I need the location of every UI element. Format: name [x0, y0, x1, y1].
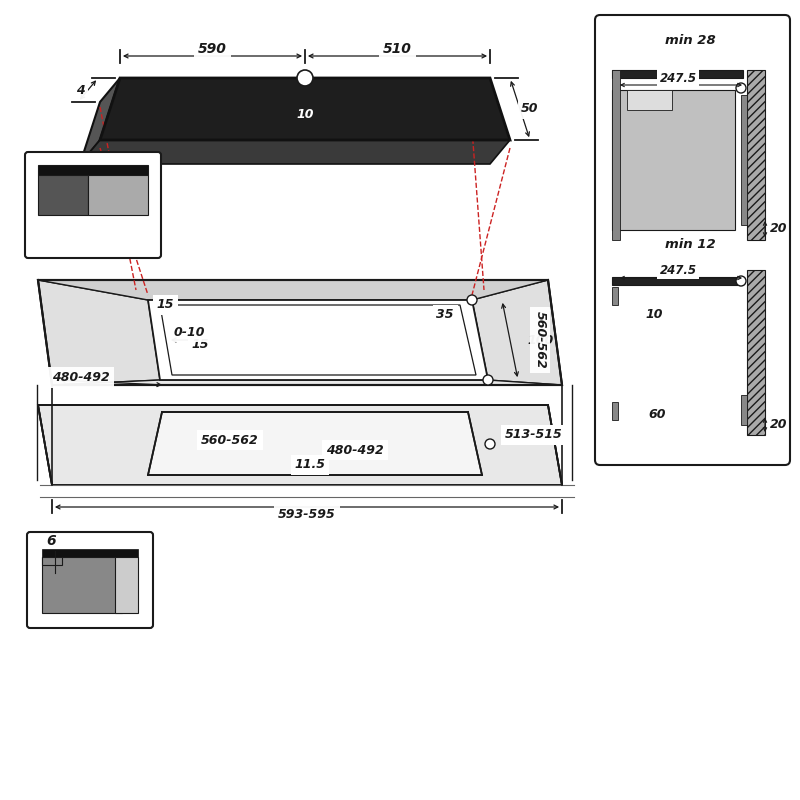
- FancyBboxPatch shape: [25, 152, 161, 258]
- Bar: [627, 90, 672, 110]
- Text: 560-562: 560-562: [534, 311, 546, 369]
- Text: 10: 10: [296, 109, 314, 122]
- Bar: [741, 395, 747, 425]
- Text: 11.5: 11.5: [294, 458, 326, 471]
- Circle shape: [736, 83, 746, 93]
- Bar: [612, 277, 743, 285]
- Circle shape: [485, 439, 495, 449]
- Text: 20: 20: [770, 418, 787, 431]
- Text: 480-492: 480-492: [326, 443, 384, 457]
- Polygon shape: [148, 300, 488, 380]
- Bar: [741, 95, 747, 225]
- Polygon shape: [38, 280, 548, 300]
- Text: 4: 4: [76, 83, 84, 97]
- Bar: [612, 70, 743, 78]
- Text: 247.5: 247.5: [659, 263, 697, 277]
- Bar: [747, 70, 765, 240]
- Circle shape: [736, 276, 746, 286]
- Text: 510: 510: [383, 42, 412, 56]
- Polygon shape: [38, 280, 160, 385]
- Text: 0-10: 0-10: [174, 326, 205, 338]
- Text: min 12: min 12: [665, 238, 715, 251]
- Text: 10: 10: [646, 307, 662, 321]
- Polygon shape: [148, 412, 482, 475]
- Bar: [612, 287, 618, 305]
- Text: 60: 60: [648, 407, 666, 421]
- Text: 560-562: 560-562: [201, 434, 259, 446]
- Bar: [115, 557, 138, 613]
- FancyBboxPatch shape: [27, 532, 153, 628]
- Text: 593-595: 593-595: [278, 509, 336, 522]
- Text: 247.5: 247.5: [659, 71, 697, 85]
- Polygon shape: [80, 140, 510, 164]
- Text: 100: 100: [527, 334, 554, 346]
- Polygon shape: [52, 380, 562, 385]
- Bar: [612, 402, 618, 420]
- Text: 15: 15: [191, 338, 209, 351]
- Text: 6: 6: [46, 534, 56, 548]
- Polygon shape: [100, 78, 510, 140]
- Bar: [42, 557, 122, 613]
- Bar: [747, 270, 765, 435]
- Circle shape: [467, 295, 477, 305]
- Text: 15: 15: [156, 298, 174, 311]
- Polygon shape: [472, 280, 562, 385]
- Bar: [42, 557, 62, 565]
- Circle shape: [297, 70, 313, 86]
- Bar: [38, 175, 88, 215]
- Bar: [88, 175, 148, 215]
- Text: 35: 35: [436, 309, 454, 322]
- Text: 20: 20: [770, 222, 787, 235]
- Bar: [38, 165, 148, 175]
- Bar: [612, 70, 620, 240]
- Bar: [612, 90, 735, 230]
- Bar: [42, 549, 138, 557]
- Text: 50: 50: [522, 102, 538, 115]
- Text: 590: 590: [198, 42, 227, 56]
- Circle shape: [483, 375, 493, 385]
- Polygon shape: [38, 405, 562, 485]
- Polygon shape: [80, 78, 120, 164]
- FancyBboxPatch shape: [595, 15, 790, 465]
- Text: min 28: min 28: [665, 34, 715, 46]
- Text: 480-492: 480-492: [52, 371, 110, 384]
- Text: 513-515: 513-515: [505, 429, 562, 442]
